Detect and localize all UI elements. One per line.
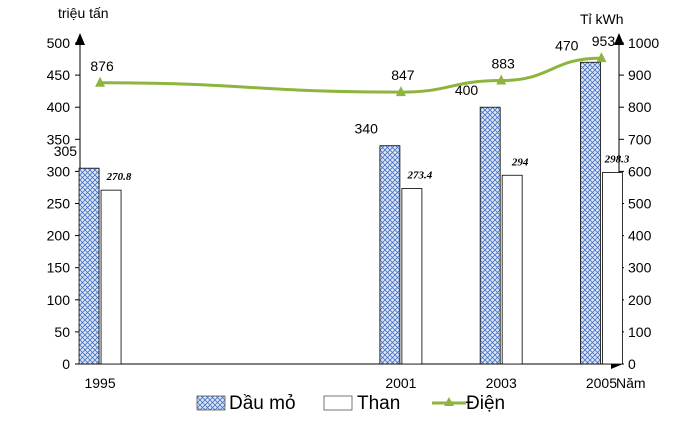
right-tick-label: 700 bbox=[628, 131, 652, 147]
legend-label-oil: Dầu mỏ bbox=[229, 393, 296, 414]
right-tick-label: 800 bbox=[628, 99, 652, 115]
data-label-coal: 298.3 bbox=[604, 153, 630, 165]
bar-oil bbox=[580, 61, 601, 365]
right-tick-label: 100 bbox=[628, 324, 652, 340]
bar-coal bbox=[100, 189, 122, 365]
left-tick-label: 50 bbox=[54, 324, 70, 340]
x-tick-label: 1995 bbox=[84, 375, 115, 391]
bar-coal bbox=[401, 188, 423, 365]
x-tick-label: 2005 bbox=[586, 375, 617, 391]
left-ticks: 0 50 100 150 200 250 300 350 400 450 500 bbox=[47, 35, 80, 372]
electricity-marker bbox=[496, 74, 507, 85]
data-label-electricity: 876 bbox=[90, 58, 114, 74]
left-tick-label: 300 bbox=[47, 163, 71, 179]
electricity-line-layer: 876 847 883 953 bbox=[90, 33, 616, 97]
electricity-line bbox=[100, 56, 602, 94]
legend: Dầu mỏ Than Điện bbox=[196, 393, 505, 414]
left-tick-label: 450 bbox=[47, 67, 71, 83]
left-tick-label: 200 bbox=[47, 228, 71, 244]
electricity-marker bbox=[395, 86, 406, 97]
legend-swatch-oil bbox=[196, 395, 226, 411]
left-tick-label: 500 bbox=[47, 35, 71, 51]
right-tick-label: 600 bbox=[628, 163, 652, 179]
electricity-marker bbox=[596, 52, 607, 63]
right-tick-label: 300 bbox=[628, 260, 652, 276]
right-tick-label: 400 bbox=[628, 228, 652, 244]
data-label-oil: 305 bbox=[54, 143, 78, 159]
left-tick-label: 0 bbox=[62, 356, 70, 372]
data-label-electricity: 883 bbox=[491, 56, 515, 72]
right-axis-arrow bbox=[614, 33, 624, 45]
bar-oil bbox=[479, 106, 501, 365]
bar-oil bbox=[78, 167, 100, 365]
right-tick-label: 0 bbox=[628, 356, 636, 372]
left-axis-arrow bbox=[75, 33, 85, 45]
data-label-oil: 400 bbox=[455, 82, 479, 98]
x-axis-title: Năm bbox=[616, 375, 646, 391]
bar-labels: 305 270.8 340 273.4 400 294 470 298.3 bbox=[54, 37, 630, 183]
bars bbox=[78, 61, 623, 365]
legend-label-electricity: Điện bbox=[466, 393, 505, 414]
left-tick-label: 350 bbox=[47, 131, 71, 147]
left-tick-label: 250 bbox=[47, 196, 71, 212]
legend-swatch-coal bbox=[323, 395, 353, 411]
data-label-coal: 270.8 bbox=[106, 171, 132, 183]
left-tick-label: 150 bbox=[47, 260, 71, 276]
left-axis-title: triệu tấn bbox=[58, 5, 109, 21]
right-tick-label: 900 bbox=[628, 67, 652, 83]
data-label-coal: 294 bbox=[511, 156, 529, 168]
data-label-oil: 340 bbox=[355, 121, 379, 137]
bar-coal bbox=[602, 172, 623, 365]
left-tick-label: 100 bbox=[47, 292, 71, 308]
right-tick-label: 1000 bbox=[628, 35, 659, 51]
right-tick-label: 200 bbox=[628, 292, 652, 308]
bar-coal bbox=[501, 174, 523, 365]
data-label-oil: 470 bbox=[555, 37, 579, 53]
left-tick-label: 400 bbox=[47, 99, 71, 115]
x-tick-label: 2001 bbox=[385, 375, 416, 391]
right-ticks: 0 100 200 300 400 500 600 700 800 900 1000 bbox=[619, 35, 659, 372]
data-label-electricity: 953 bbox=[592, 33, 616, 49]
bar-oil bbox=[379, 145, 401, 365]
data-label-coal: 273.4 bbox=[407, 169, 433, 181]
x-tick-label: 2003 bbox=[486, 375, 517, 391]
legend-label-coal: Than bbox=[357, 393, 400, 414]
x-tick-labels: 1995 2001 2003 2005 bbox=[84, 375, 617, 391]
right-tick-label: 500 bbox=[628, 196, 652, 212]
right-axis-title: Tỉ kWh bbox=[580, 11, 624, 27]
data-label-electricity: 847 bbox=[391, 67, 415, 83]
electricity-marker bbox=[95, 76, 106, 87]
legend-marker-electricity bbox=[444, 397, 454, 406]
